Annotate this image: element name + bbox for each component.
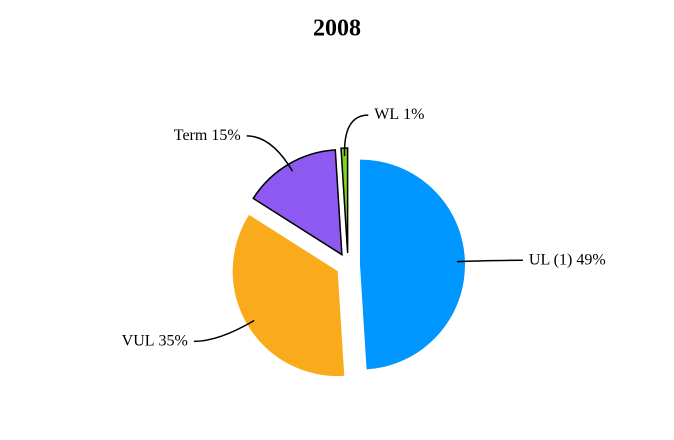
pie-slice (340, 147, 349, 254)
category-label: VUL (122, 332, 155, 349)
category-label: WL (374, 106, 399, 123)
pie-slice (359, 159, 465, 370)
leader-line (343, 114, 369, 157)
slice-label: UL (1) 49% (529, 251, 606, 268)
value-label: 15% (211, 127, 240, 144)
category-label: UL (1) (529, 251, 572, 268)
value-label: 1% (403, 106, 424, 123)
leader-line (193, 319, 255, 343)
leader-line (246, 135, 294, 172)
leader-line (456, 259, 523, 263)
pie-slice (232, 214, 345, 377)
slice-label: VUL 35% (122, 332, 188, 349)
slice-label: Term 15% (174, 127, 241, 144)
slice-label: WL 1% (374, 106, 424, 123)
value-label: 35% (159, 332, 188, 349)
category-label: Term (174, 127, 208, 144)
chart-title: 2008 (313, 16, 361, 42)
value-label: 49% (576, 251, 605, 268)
